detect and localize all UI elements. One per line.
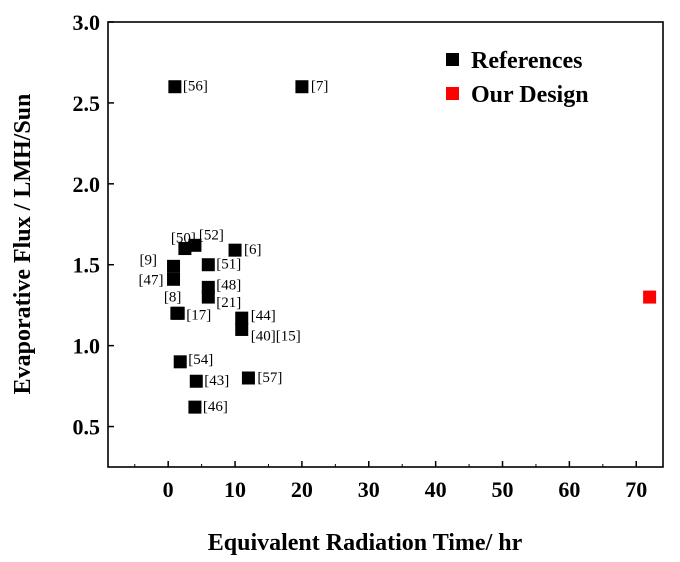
legend-swatch: [446, 87, 459, 100]
point-label: [21]: [216, 295, 241, 311]
reference-point: [173, 355, 187, 369]
legend-label: References: [471, 48, 583, 74]
point-label: [40][15]: [251, 328, 301, 344]
data-points: [56] [7][50] [52][6][9][47][51][48][21][8]…: [139, 79, 657, 415]
reference-point: [178, 242, 192, 256]
our-design-point: [643, 290, 657, 304]
y-axis-ticks: 0.5 1.0 1.5 2.0 2.5 3.0: [73, 10, 114, 440]
y-tick-label: 2.5: [73, 91, 101, 116]
point-label: [6]: [244, 242, 262, 258]
reference-point: [167, 272, 181, 286]
reference-point: [241, 371, 255, 385]
y-tick-label: 0.5: [73, 415, 101, 440]
x-tick-label: 40: [425, 477, 447, 502]
reference-point: [235, 311, 249, 325]
point-label: [54]: [188, 352, 213, 368]
legend-label: Our Design: [471, 82, 589, 108]
y-axis-title: Evaporative Flux / LMH/Sun: [10, 94, 36, 395]
y-tick-label: 1.0: [73, 334, 101, 359]
x-tick-label: 20: [291, 477, 313, 502]
reference-point: [189, 374, 203, 388]
x-tick-label: 60: [558, 477, 580, 502]
x-tick-label: 10: [224, 477, 246, 502]
reference-point: [188, 400, 202, 414]
legend-swatch: [446, 53, 459, 66]
point-label: [7]: [311, 79, 329, 95]
reference-point: [201, 258, 215, 272]
reference-point: [228, 243, 242, 257]
point-label: [56]: [183, 79, 208, 95]
reference-point: [235, 322, 249, 336]
plot-frame: [107, 21, 664, 468]
reference-point: [295, 80, 309, 94]
reference-point: [188, 238, 202, 252]
reference-point: [171, 306, 185, 320]
x-axis-ticks: 0 10 20 30 40 50 60 70: [134, 461, 647, 502]
x-tick-label: 50: [492, 477, 514, 502]
point-label: [47]: [139, 272, 164, 288]
point-label: [57]: [257, 370, 282, 386]
x-tick-label: 70: [625, 477, 647, 502]
point-label: [48]: [216, 277, 241, 293]
x-axis-title: Equivalent Radiation Time/ hr: [208, 530, 523, 556]
x-tick-label: 0: [163, 477, 174, 502]
x-tick-label: 30: [358, 477, 380, 502]
y-tick-label: 2.0: [73, 172, 101, 197]
reference-point: [168, 80, 182, 94]
y-tick-label: 1.5: [73, 253, 101, 278]
point-label: [8]: [164, 289, 182, 305]
point-label: [52]: [199, 227, 224, 243]
point-label: [43]: [204, 373, 229, 389]
point-label: [51]: [216, 257, 241, 273]
point-label: [46]: [203, 399, 228, 415]
y-tick-label: 3.0: [73, 10, 101, 35]
legend: References Our Design: [446, 48, 589, 108]
reference-point: [201, 290, 215, 304]
point-label: [9]: [140, 252, 158, 268]
point-label: [44]: [251, 308, 276, 324]
point-label: [17]: [186, 307, 211, 323]
reference-point: [167, 259, 181, 273]
